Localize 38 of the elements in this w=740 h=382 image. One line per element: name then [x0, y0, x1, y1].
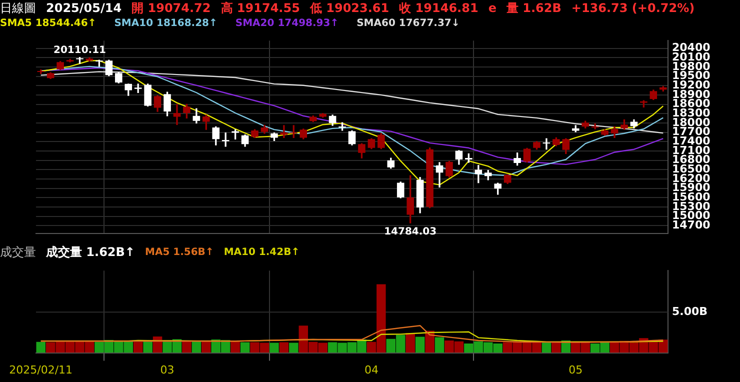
bar [279, 342, 289, 353]
x-tick-label: 03 [160, 363, 174, 376]
bar [133, 342, 143, 353]
text: +136.73 (+0.72%) [571, 1, 695, 15]
text: 低 19023.61 [310, 0, 390, 16]
x-tick-label: 04 [364, 363, 378, 376]
text: 2025/05/14 [46, 1, 122, 15]
chart-title: 日線圖 [0, 0, 36, 16]
bar [270, 342, 279, 353]
bar [406, 333, 415, 353]
text: e [488, 1, 496, 15]
text: 14784.03 [384, 226, 437, 238]
text: MA5 1.56B↑ [145, 246, 214, 258]
bar [415, 336, 425, 353]
y-tick-label: 5.00B [672, 304, 708, 318]
text: 20110.11 [53, 44, 106, 56]
text: 開 19074.72 [132, 0, 211, 16]
text: MA10 1.42B↑ [224, 246, 300, 258]
text: SMA10 18168.28↑ [114, 18, 218, 28]
bar [542, 342, 552, 353]
bar [434, 337, 444, 353]
chart-title: 成交量 [0, 244, 36, 260]
text: SMA5 18544.46↑ [0, 18, 96, 28]
bar [552, 342, 561, 353]
text: SMA20 17498.93↑ [235, 18, 339, 28]
text: 收 19146.81 [399, 0, 478, 16]
text: SMA60 17677.37↓ [356, 18, 460, 28]
candlestick [134, 84, 142, 93]
y-tick-label: 14700 [672, 218, 711, 232]
text: 高 19174.55 [220, 0, 300, 16]
x-tick-label: 05 [568, 363, 583, 376]
x-tick-label: 2025/02/11 [9, 363, 73, 376]
text: 成交量 1.62B↑ [46, 244, 135, 260]
bar [289, 342, 298, 353]
bar [240, 342, 250, 353]
text: 量 1.62B [506, 0, 562, 16]
bar [182, 341, 192, 353]
bar [36, 342, 46, 353]
